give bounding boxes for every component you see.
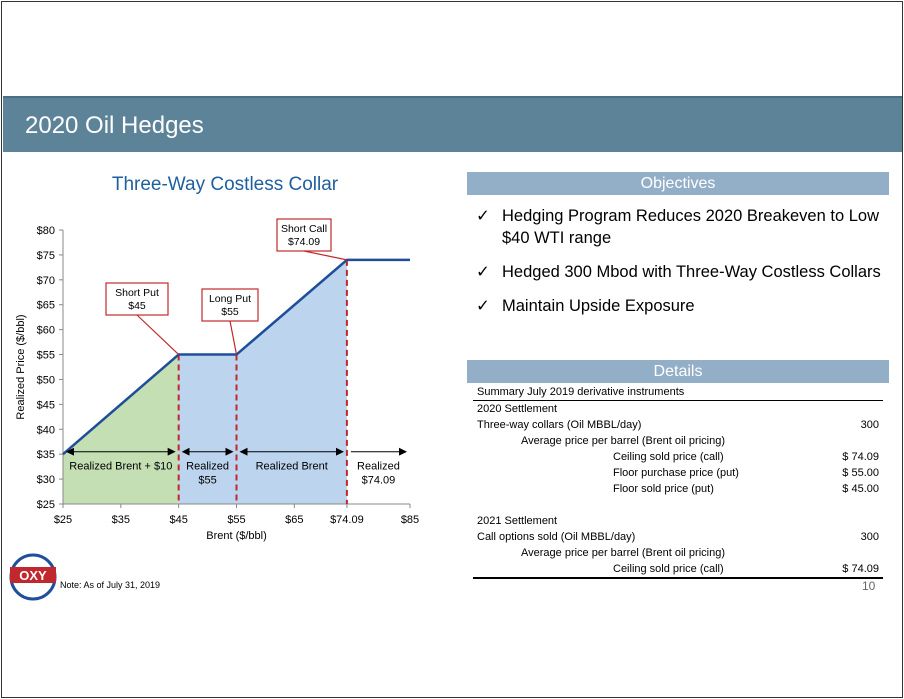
details-row: Floor purchase price (put) $ 55.00 — [613, 467, 879, 479]
area-realized-brent-plus-10 — [63, 354, 179, 504]
x-tick-label: $74.09 — [330, 514, 364, 526]
details-row: Ceiling sold price (call) $ 74.09 — [613, 563, 879, 575]
details-row: Average price per barrel (Brent oil pric… — [521, 435, 725, 447]
callout-label: $45 — [128, 300, 146, 312]
y-tick-label: $65 — [37, 300, 55, 312]
details-row: Call options sold (Oil MBBL/day) 300 — [477, 531, 879, 543]
region-label: Realized — [186, 461, 229, 473]
region-label: Realized Brent — [256, 461, 328, 473]
title-bar: 2020 Oil Hedges — [3, 96, 902, 152]
footnote: Note: As of July 31, 2019 — [60, 580, 161, 590]
objective-item: ✓ Hedging Program Reduces 2020 Breakeven … — [476, 207, 879, 247]
oxy-logo: OXY — [9, 553, 57, 601]
callout-label: Long Put — [209, 293, 251, 305]
y-tick-label: $60 — [37, 325, 55, 337]
region-label: $55 — [198, 475, 216, 487]
details-row: 2021 Settlement — [477, 515, 558, 527]
callout-box — [105, 282, 169, 316]
callout-pointer — [303, 250, 348, 261]
callout-box — [201, 288, 259, 322]
callout-label: Short Put — [115, 287, 159, 299]
details-header: Details — [467, 360, 889, 383]
y-tick-label: $25 — [37, 499, 55, 511]
objective-item: ✓ Maintain Upside Exposure — [476, 297, 695, 315]
page-title: 2020 Oil Hedges — [25, 112, 204, 139]
region-label: $74.09 — [362, 475, 396, 487]
x-tick-label: $35 — [112, 514, 130, 526]
details-row: Floor sold price (put) $ 45.00 — [613, 483, 879, 495]
callout-pointer — [229, 320, 238, 355]
logo-text: OXY — [19, 568, 47, 583]
y-tick-label: $45 — [37, 399, 55, 411]
y-tick-label: $50 — [37, 374, 55, 386]
x-tick-label: $45 — [169, 514, 187, 526]
callout-label: $74.09 — [288, 236, 320, 248]
details-row: 2020 Settlement — [477, 403, 558, 415]
callout-pointer — [136, 314, 180, 355]
check-icon: ✓ — [476, 207, 490, 225]
y-tick-label: $55 — [37, 350, 55, 362]
details-table: Summary July 2019 derivative instruments… — [473, 384, 883, 579]
y-tick-label: $30 — [37, 474, 55, 486]
x-tick-label: $55 — [227, 514, 245, 526]
y-tick-label: $75 — [37, 250, 55, 262]
callout-label: $55 — [221, 306, 239, 318]
y-tick-label: $80 — [37, 225, 55, 237]
x-tick-label: $65 — [285, 514, 303, 526]
check-icon: ✓ — [476, 263, 490, 281]
details-spacer — [473, 497, 883, 513]
region-label: Realized Brent + $10 — [69, 461, 172, 473]
y-tick-label: $70 — [37, 275, 55, 287]
objective-item: ✓ Hedged 300 Mbod with Three-Way Costless… — [476, 263, 881, 281]
x-axis-label: Brent ($/bbl) — [206, 530, 267, 542]
region-label: Realized — [357, 461, 400, 473]
check-icon: ✓ — [476, 297, 490, 315]
details-row: Three-way collars (Oil MBBL/day) 300 — [477, 419, 879, 431]
details-row: Average price per barrel (Brent oil pric… — [521, 547, 725, 559]
y-axis-label: Realized Price ($/bbl) — [15, 314, 27, 419]
page-number: 10 — [862, 579, 876, 593]
y-tick-label: $35 — [37, 449, 55, 461]
details-caption: Summary July 2019 derivative instruments — [477, 386, 685, 398]
callout-label: Short Call — [281, 223, 327, 235]
area-collar-band — [178, 259, 347, 504]
x-tick-label: $25 — [54, 514, 72, 526]
x-tick-label: $85 — [401, 514, 419, 526]
collar-chart: $25 $30 $35 $40 $45 $50 $55 $60 $65 $70 $75 $80 $25 $… — [15, 218, 419, 542]
y-tick-label: $40 — [37, 424, 55, 436]
details-row: Ceiling sold price (call) $ 74.09 — [613, 451, 879, 463]
chart-title: Three-Way Costless Collar — [111, 174, 339, 195]
callout-box — [276, 218, 332, 252]
objectives-header: Objectives — [467, 172, 889, 195]
divider — [473, 400, 883, 401]
payoff-line — [62, 258, 410, 456]
divider — [473, 577, 883, 579]
objectives-list: ✓ Hedging Program Reduces 2020 Breakeven … — [476, 205, 886, 329]
